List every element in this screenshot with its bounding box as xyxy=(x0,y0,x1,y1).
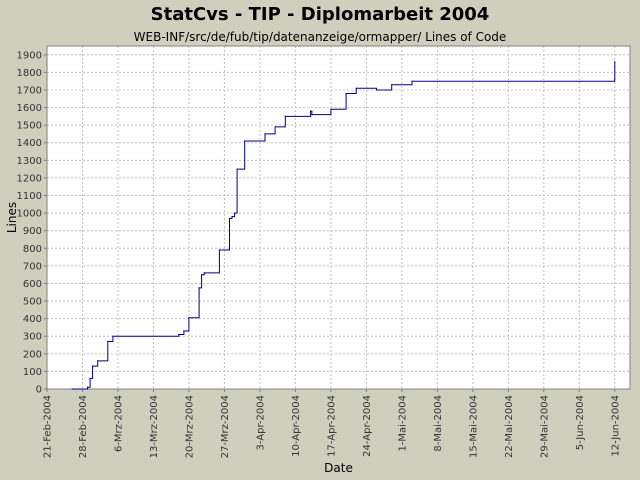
x-tick-label: 12-Jun-2004 xyxy=(610,395,621,457)
x-tick-label: 17-Apr-2004 xyxy=(326,395,337,457)
data-point xyxy=(264,133,266,135)
x-tick-label: 1-Mai-2004 xyxy=(397,395,408,452)
data-point xyxy=(188,317,190,319)
y-tick-label: 1900 xyxy=(17,50,42,61)
y-tick-label: 300 xyxy=(23,332,42,343)
y-tick-label: 500 xyxy=(23,297,42,308)
x-tick-label: 15-Mai-2004 xyxy=(468,395,479,458)
data-point xyxy=(178,333,180,336)
y-tick-label: 700 xyxy=(23,261,42,272)
data-point xyxy=(112,335,114,337)
data-point xyxy=(183,330,185,332)
data-point xyxy=(231,216,233,218)
data-point xyxy=(97,360,99,362)
data-point xyxy=(375,89,378,91)
data-point xyxy=(355,87,357,89)
x-axis-title: Date xyxy=(324,461,353,475)
x-tick-label: 24-Apr-2004 xyxy=(362,395,373,457)
data-point xyxy=(284,115,286,117)
x-tick-label: 22-Mai-2004 xyxy=(504,395,515,458)
data-point xyxy=(92,365,94,367)
data-point xyxy=(311,114,313,116)
data-point xyxy=(107,340,109,343)
x-tick-label: 10-Apr-2004 xyxy=(291,395,302,457)
x-tick-label: 6-Mrz-2004 xyxy=(113,395,124,452)
plot-area xyxy=(47,46,630,389)
grid xyxy=(46,46,630,390)
y-tick-label: 1500 xyxy=(17,121,42,132)
data-point xyxy=(411,80,413,82)
x-tick-label: 5-Jun-2004 xyxy=(575,395,586,450)
x-tick-label: 20-Mrz-2004 xyxy=(184,395,195,458)
chart-title: StatCvs - TIP - Diplomarbeit 2004 xyxy=(150,4,490,25)
data-point xyxy=(203,272,205,274)
y-tick-label: 1000 xyxy=(17,209,42,220)
data-point xyxy=(201,274,203,276)
y-tick-label: 100 xyxy=(23,367,42,378)
data-point xyxy=(86,386,89,388)
data-point xyxy=(244,140,246,142)
chart-subtitle: WEB-INF/src/de/fub/tip/datenanzeige/orma… xyxy=(133,30,507,44)
y-tick-label: 1200 xyxy=(17,173,42,184)
y-tick-label: 1600 xyxy=(17,103,42,114)
data-point xyxy=(218,249,220,251)
data-point xyxy=(330,108,332,110)
y-tick-label: 0 xyxy=(36,385,42,396)
data-point xyxy=(71,388,73,390)
x-tick-label: 27-Mrz-2004 xyxy=(220,395,231,458)
x-tick-label: 28-Feb-2004 xyxy=(78,395,89,458)
axes: 0 100 200 300 400 500 600 700 800 900 1000 1100 1200… xyxy=(17,45,631,458)
x-tick-label: 13-Mrz-2004 xyxy=(149,395,160,458)
y-tick-label: 900 xyxy=(23,226,42,237)
y-tick-label: 600 xyxy=(23,279,42,290)
data-point xyxy=(233,212,236,214)
y-tick-label: 800 xyxy=(23,244,42,255)
y-tick-label: 400 xyxy=(23,314,42,325)
data-point xyxy=(228,217,231,219)
y-tick-label: 1700 xyxy=(17,85,42,96)
y-tick-label: 200 xyxy=(23,349,42,360)
x-tick-label: 21-Feb-2004 xyxy=(43,395,54,458)
y-axis-title: Lines xyxy=(5,202,19,233)
y-tick-label: 1300 xyxy=(17,156,42,167)
y-tick-label: 1800 xyxy=(17,68,42,79)
data-point xyxy=(274,126,276,128)
x-tick-label: 29-Mai-2004 xyxy=(539,395,550,458)
data-point xyxy=(391,84,393,86)
y-tick-label: 1400 xyxy=(17,138,42,149)
x-tick-label: 8-Mai-2004 xyxy=(433,395,444,452)
plot-border xyxy=(46,45,631,390)
data-point xyxy=(236,168,238,170)
series-layer xyxy=(71,61,616,390)
data-point xyxy=(310,110,312,112)
x-tick-label: 3-Apr-2004 xyxy=(255,395,266,450)
y-tick-label: 1100 xyxy=(17,191,42,202)
data-point xyxy=(198,287,200,289)
data-point xyxy=(345,92,347,95)
data-point xyxy=(614,61,616,63)
data-point xyxy=(89,377,91,380)
